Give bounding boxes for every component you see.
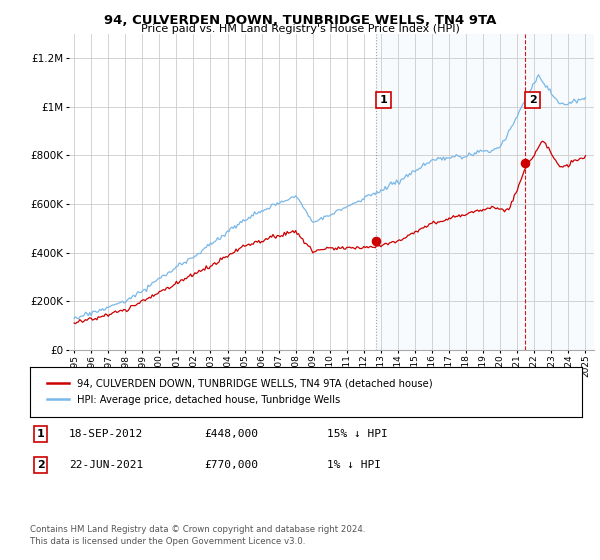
- Legend: 94, CULVERDEN DOWN, TUNBRIDGE WELLS, TN4 9TA (detached house), HPI: Average pric: 94, CULVERDEN DOWN, TUNBRIDGE WELLS, TN4…: [41, 373, 438, 411]
- Text: £770,000: £770,000: [204, 460, 258, 470]
- Text: 22-JUN-2021: 22-JUN-2021: [69, 460, 143, 470]
- Text: 15% ↓ HPI: 15% ↓ HPI: [327, 429, 388, 439]
- Point: [371, 236, 381, 245]
- Text: 1: 1: [37, 429, 44, 439]
- Text: Price paid vs. HM Land Registry's House Price Index (HPI): Price paid vs. HM Land Registry's House …: [140, 24, 460, 34]
- Text: 2: 2: [529, 95, 536, 105]
- Point: [521, 158, 530, 167]
- Text: 2: 2: [37, 460, 44, 470]
- Text: 1: 1: [380, 95, 388, 105]
- Text: 94, CULVERDEN DOWN, TUNBRIDGE WELLS, TN4 9TA: 94, CULVERDEN DOWN, TUNBRIDGE WELLS, TN4…: [104, 14, 496, 27]
- Text: Contains HM Land Registry data © Crown copyright and database right 2024.
This d: Contains HM Land Registry data © Crown c…: [30, 525, 365, 546]
- Bar: [376, 34, 594, 350]
- Text: £448,000: £448,000: [204, 429, 258, 439]
- Text: 1% ↓ HPI: 1% ↓ HPI: [327, 460, 381, 470]
- Text: 18-SEP-2012: 18-SEP-2012: [69, 429, 143, 439]
